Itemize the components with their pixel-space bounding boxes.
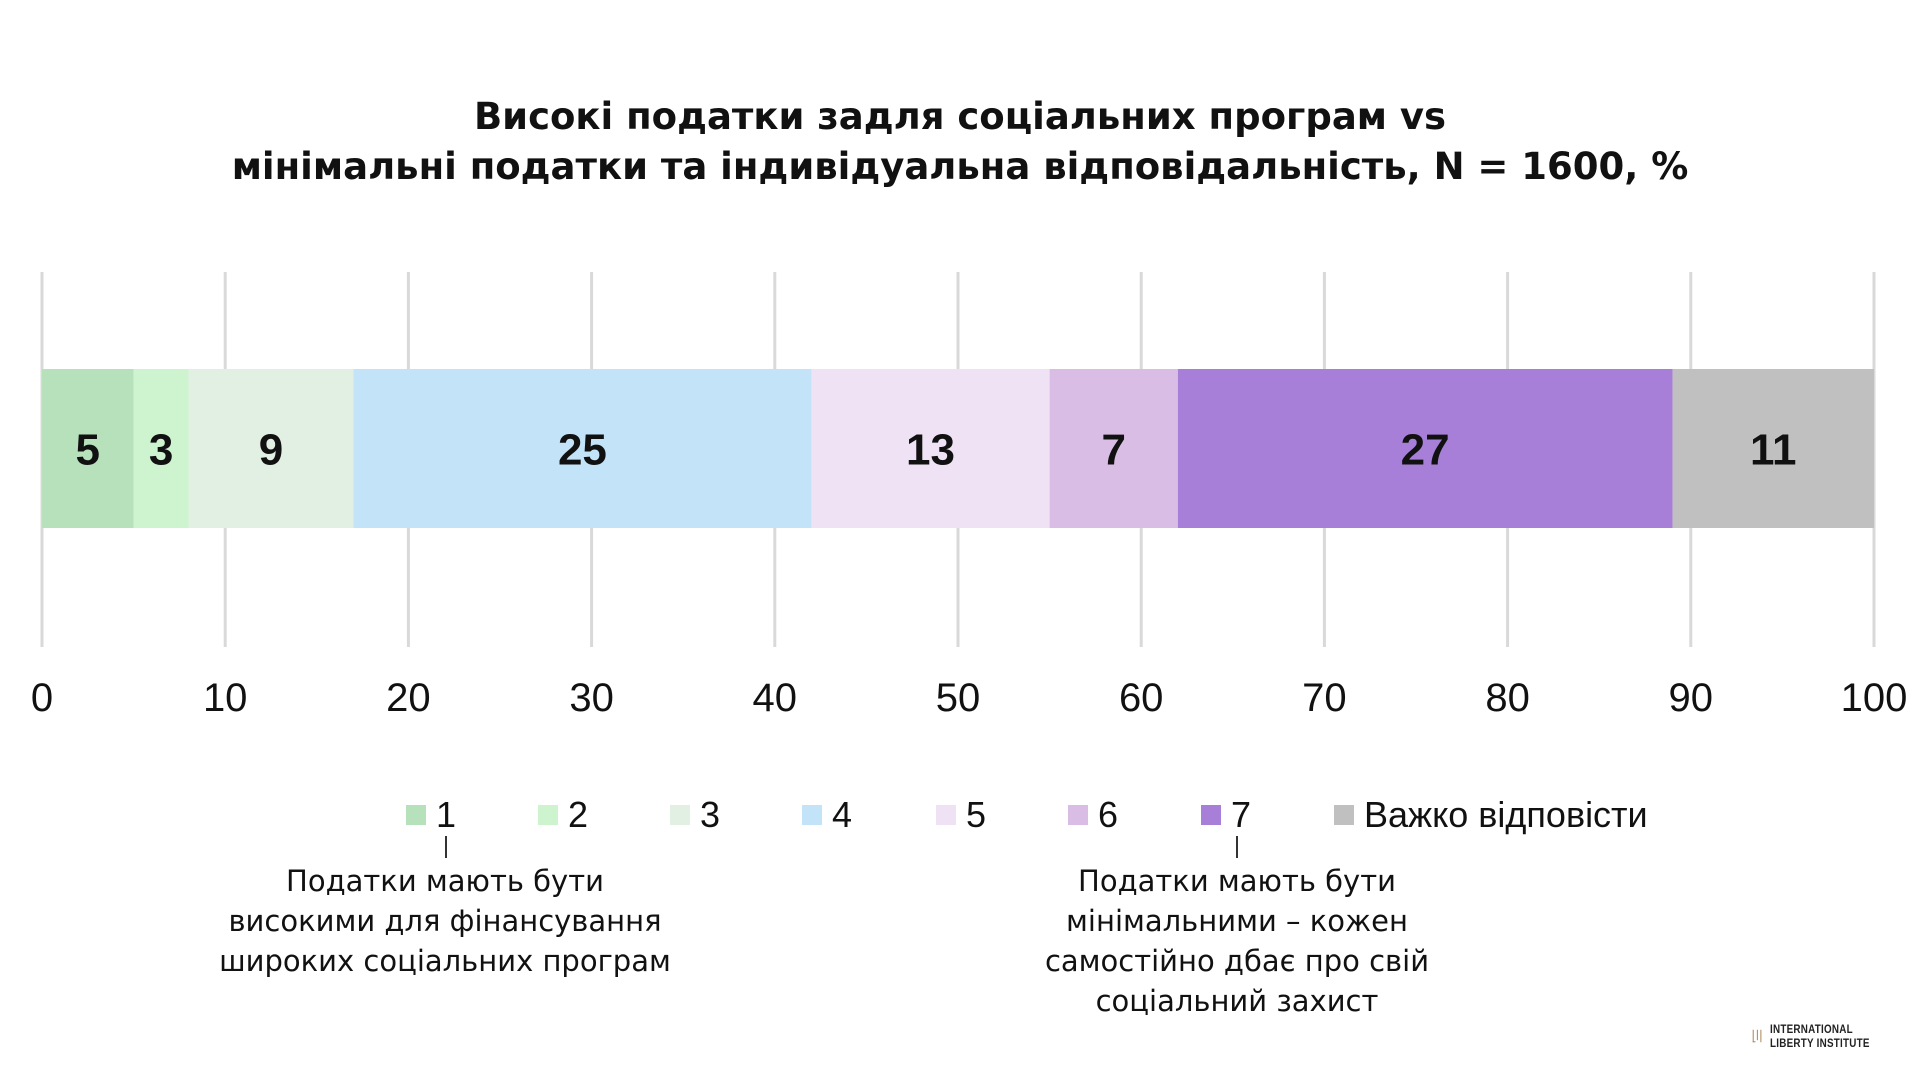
legend-swatch (670, 805, 690, 825)
x-tick-label: 60 (1119, 676, 1164, 720)
x-tick-label: 30 (569, 676, 614, 720)
segment-labels: 5 3 9 25 13 7 27 11 (76, 426, 1797, 475)
legend-swatch (1068, 805, 1088, 825)
chart-title: Високі податки задля соціальних програм … (0, 92, 1920, 192)
x-axis-ticks: 0 10 20 30 40 50 60 70 80 90 100 (31, 676, 1908, 720)
legend-swatch (1334, 805, 1354, 825)
legend-item: 1 (406, 790, 456, 840)
bar-segment-7 (1177, 369, 1673, 528)
legend-label: 2 (568, 794, 589, 835)
x-tick-label: 10 (203, 676, 248, 720)
bar-segment-1 (42, 369, 134, 528)
legend-swatch (936, 805, 956, 825)
bar-segment-2 (133, 369, 189, 528)
segment-value-label: 9 (259, 426, 283, 475)
right-scale-note: Податки мають бути мінімальними – кожен … (987, 861, 1487, 1021)
x-tick-label: 90 (1669, 676, 1714, 720)
legend-item: 7 (1201, 790, 1251, 840)
segment-value-label: 13 (906, 426, 955, 475)
right-note-line-2: мінімальними – кожен (1066, 904, 1408, 938)
x-tick-label: 70 (1302, 676, 1347, 720)
international-liberty-institute-logo: INTERNATIONAL LIBERTY INSTITUTE (1752, 1015, 1892, 1057)
left-note-line-3: широких соціальних програм (219, 944, 671, 978)
legend-item: Важко відповісти (1334, 790, 1648, 840)
bar-segments (42, 369, 1874, 528)
segment-value-label: 25 (558, 426, 607, 475)
x-tick-label: 50 (936, 676, 981, 720)
bar-segment-4 (353, 369, 812, 528)
x-tick-label: 40 (753, 676, 798, 720)
right-note-line-4: соціальний захист (1095, 984, 1379, 1018)
legend-swatch (802, 805, 822, 825)
logo-line-1: INTERNATIONAL (1770, 1022, 1854, 1036)
legend-label: 4 (832, 794, 853, 835)
bar-segment-8 (1672, 369, 1874, 528)
x-tick-label: 80 (1485, 676, 1530, 720)
legend-item: 5 (936, 790, 986, 840)
segment-value-label: 11 (1750, 426, 1797, 475)
x-tick-label: 20 (386, 676, 431, 720)
logo-mark-icon (1752, 1029, 1762, 1043)
left-note-line-2: високими для фінансування (228, 904, 662, 938)
left-note-connector (445, 836, 447, 858)
legend-item: 3 (670, 790, 720, 840)
stacked-bar-chart: 5 3 9 25 13 7 27 11 0 10 20 30 40 50 60 70 80 90 100 (31, 272, 1908, 720)
bar-segment-6 (1049, 369, 1178, 528)
legend-label: 3 (700, 794, 721, 835)
legend-swatch (1201, 805, 1221, 825)
legend-label: 7 (1231, 794, 1252, 835)
legend-item: 6 (1068, 790, 1118, 840)
legend-item: 4 (802, 790, 852, 840)
segment-value-label: 7 (1101, 426, 1125, 475)
legend-label: 6 (1098, 794, 1119, 835)
chart-legend: 1 2 3 4 5 6 7 Важко відповісти (0, 790, 1920, 840)
right-note-line-1: Податки мають бути (1078, 864, 1396, 898)
left-note-line-1: Податки мають бути (286, 864, 604, 898)
chart-title-line-2: мінімальні податки та індивідуальна відп… (231, 145, 1689, 188)
x-tick-label: 0 (31, 676, 53, 720)
legend-swatch (538, 805, 558, 825)
legend-label: 1 (436, 794, 457, 835)
left-scale-note: Податки мають бути високими для фінансув… (195, 861, 695, 981)
legend-item: 2 (538, 790, 588, 840)
segment-value-label: 27 (1401, 426, 1450, 475)
x-tick-label: 100 (1841, 676, 1908, 720)
segment-value-label: 5 (76, 426, 100, 475)
segment-value-label: 3 (149, 426, 173, 475)
legend-label: Важко відповісти (1364, 794, 1648, 835)
logo-text: INTERNATIONAL LIBERTY INSTITUTE (1770, 1022, 1870, 1050)
bar-segment-3 (188, 369, 354, 528)
logo-line-2: LIBERTY INSTITUTE (1770, 1036, 1871, 1050)
legend-label: 5 (966, 794, 987, 835)
bar-segment-5 (811, 369, 1050, 528)
right-note-connector (1236, 836, 1238, 858)
right-note-line-3: самостійно дбає про свій (1044, 944, 1430, 978)
legend-swatch (406, 805, 426, 825)
chart-title-line-1: Високі податки задля соціальних програм … (473, 95, 1447, 138)
